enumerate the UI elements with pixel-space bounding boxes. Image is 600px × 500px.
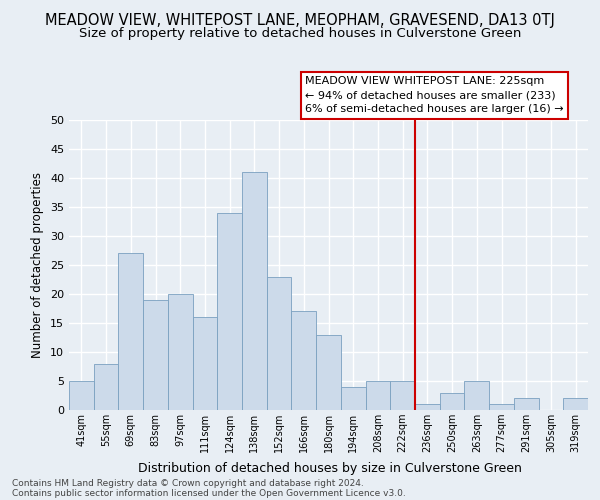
Bar	[563, 398, 588, 410]
Bar	[390, 381, 415, 410]
Bar	[267, 276, 292, 410]
Text: Size of property relative to detached houses in Culverstone Green: Size of property relative to detached ho…	[79, 28, 521, 40]
Text: Contains HM Land Registry data © Crown copyright and database right 2024.: Contains HM Land Registry data © Crown c…	[12, 478, 364, 488]
Text: MEADOW VIEW, WHITEPOST LANE, MEOPHAM, GRAVESEND, DA13 0TJ: MEADOW VIEW, WHITEPOST LANE, MEOPHAM, GR…	[45, 12, 555, 28]
Bar	[193, 317, 217, 410]
Bar	[143, 300, 168, 410]
Y-axis label: Number of detached properties: Number of detached properties	[31, 172, 44, 358]
Bar	[118, 254, 143, 410]
Bar	[94, 364, 118, 410]
Bar	[292, 312, 316, 410]
Bar	[341, 387, 365, 410]
Bar	[365, 381, 390, 410]
Bar	[415, 404, 440, 410]
Bar	[242, 172, 267, 410]
Bar	[316, 334, 341, 410]
Bar	[514, 398, 539, 410]
Text: Distribution of detached houses by size in Culverstone Green: Distribution of detached houses by size …	[138, 462, 522, 475]
Bar	[69, 381, 94, 410]
Text: MEADOW VIEW WHITEPOST LANE: 225sqm
← 94% of detached houses are smaller (233)
6%: MEADOW VIEW WHITEPOST LANE: 225sqm ← 94%…	[305, 76, 564, 114]
Bar	[489, 404, 514, 410]
Bar	[464, 381, 489, 410]
Bar	[168, 294, 193, 410]
Text: Contains public sector information licensed under the Open Government Licence v3: Contains public sector information licen…	[12, 488, 406, 498]
Bar	[440, 392, 464, 410]
Bar	[217, 213, 242, 410]
